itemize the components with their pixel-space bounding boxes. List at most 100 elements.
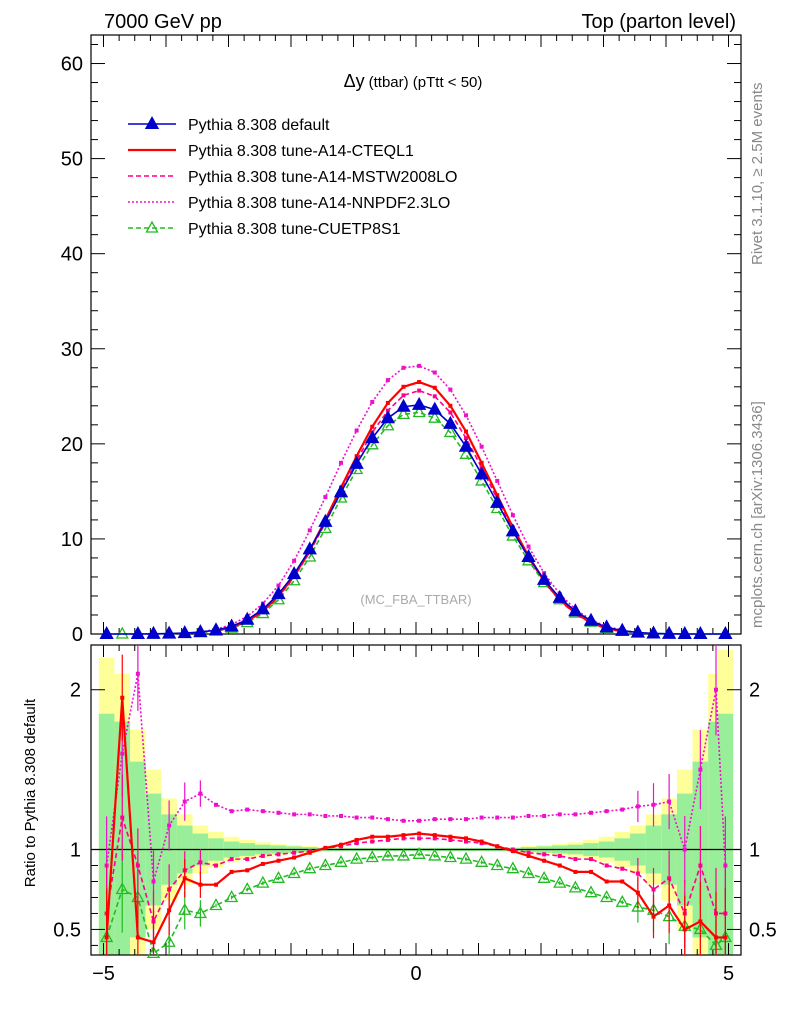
ratio-point-0-13 <box>307 850 312 855</box>
ratio-point-3-1 <box>115 882 129 895</box>
ratio-point-2-36 <box>667 799 672 804</box>
ratio-point-2-15 <box>339 813 343 818</box>
ratio-point-1-19 <box>401 836 406 841</box>
ratio-point-3-7 <box>209 898 223 911</box>
ratio-point-3-33 <box>615 894 629 907</box>
ratio-point-0-31 <box>589 869 593 874</box>
ratio-y-tick-label-right: 1 <box>749 840 760 862</box>
main-title: Δy (ttbar) (pTtt < 50) <box>344 71 483 91</box>
main-point-0-15 <box>349 455 364 469</box>
ratio-point-3-29 <box>553 875 567 888</box>
ratio-point-1-28 <box>542 852 547 857</box>
ratio-point-2-8 <box>229 809 234 814</box>
ratio-point-0-22 <box>448 834 453 839</box>
main-point-3-17 <box>464 413 468 418</box>
ratio-point-2-9 <box>245 807 250 812</box>
ratio-x-tick-label: 5 <box>723 963 734 985</box>
main-point-0-7 <box>224 618 239 632</box>
ratio-point-2-22 <box>448 817 453 822</box>
main-point-0-13 <box>318 513 333 527</box>
main-point-0-17 <box>380 410 396 424</box>
ratio-point-2-39 <box>714 687 718 692</box>
ratio-point-3-18 <box>381 848 395 861</box>
legend-label-3: Pythia 8.308 tune-A14-NNPDF2.3LO <box>188 195 450 212</box>
ratio-x-tick-label: −5 <box>92 963 115 985</box>
ratio-x-tick-label: 0 <box>410 963 421 985</box>
ratio-point-0-33 <box>620 879 625 884</box>
ratio-point-3-32 <box>600 890 614 903</box>
ratio-point-2-16 <box>354 815 359 820</box>
legend-label-1: Pythia 8.308 tune-A14-CTEQL1 <box>188 143 414 160</box>
main-point-0-35 <box>661 625 677 639</box>
ratio-point-3-27 <box>521 866 536 879</box>
ratio-point-1-9 <box>245 857 250 862</box>
ratio-point-3-11 <box>271 870 286 883</box>
ratio-point-2-30 <box>573 812 578 817</box>
main-point-1-16 <box>464 429 468 434</box>
main-point-2-13 <box>417 388 422 393</box>
ratio-point-3-30 <box>568 880 582 893</box>
main-series-line-3 <box>200 365 638 634</box>
main-point-2-16 <box>464 436 468 441</box>
ratio-point-1-11 <box>276 852 281 857</box>
main-point-0-8 <box>240 611 255 625</box>
ratio-point-3-22 <box>443 850 457 863</box>
ratio-point-2-10 <box>260 809 265 814</box>
main-point-3-11 <box>370 400 375 405</box>
ratio-point-0-9 <box>245 868 250 873</box>
ratio-point-1-30 <box>573 857 578 862</box>
ratio-y-tick-label-left: 0.5 <box>53 919 81 941</box>
ratio-point-2-6 <box>198 791 203 796</box>
main-point-0-25 <box>505 523 521 537</box>
ratio-point-2-5 <box>182 799 187 804</box>
ratio-point-0-23 <box>464 836 468 841</box>
main-point-3-13 <box>401 365 406 370</box>
main-y-tick-label: 20 <box>61 434 83 456</box>
main-point-0-20 <box>427 401 442 415</box>
ratio-point-2-18 <box>385 817 390 822</box>
ratio-y-tick-label-left: 2 <box>70 680 81 702</box>
ratio-point-2-1 <box>120 751 125 756</box>
ratio-point-0-26 <box>510 849 515 854</box>
main-point-1-17 <box>479 460 484 465</box>
main-point-3-21 <box>526 544 531 549</box>
main-title-subscript: (ttbar) (pTtt < 50) <box>369 74 483 91</box>
ratio-point-0-5 <box>182 876 187 881</box>
ratio-point-0-6 <box>198 882 203 887</box>
ratio-y-tick-label-right: 0.5 <box>749 919 777 941</box>
ratio-point-2-31 <box>589 810 593 815</box>
ratio-point-0-8 <box>229 869 234 874</box>
main-point-3-7 <box>307 528 312 533</box>
main-point-0-28 <box>552 589 567 603</box>
header-right: Top (parton level) <box>581 11 736 33</box>
ratio-point-2-38 <box>698 767 703 772</box>
ratio-point-0-14 <box>323 845 328 850</box>
ratio-point-0-18 <box>385 834 390 839</box>
ratio-point-3-15 <box>334 854 348 867</box>
main-point-0-38 <box>718 626 733 640</box>
ratio-y-tick-label-right: 2 <box>749 680 760 702</box>
ratio-point-0-11 <box>276 858 281 863</box>
ratio-point-0-0 <box>104 935 109 940</box>
main-point-0-5 <box>193 624 208 638</box>
main-point-3-16 <box>448 387 453 392</box>
main-point-3-18 <box>479 444 484 449</box>
main-point-1-14 <box>432 385 437 390</box>
ratio-point-2-27 <box>526 813 531 818</box>
ratio-point-2-28 <box>542 813 547 818</box>
main-point-4-23 <box>459 446 473 459</box>
mcplots-label: mcplots.cern.ch [arXiv:1306.3436] <box>749 401 766 628</box>
main-point-0-19 <box>411 396 427 410</box>
main-y-tick-label: 50 <box>61 149 83 171</box>
ratio-point-0-38 <box>698 919 703 924</box>
main-point-0-23 <box>474 466 489 480</box>
ratio-point-3-19 <box>396 848 411 861</box>
main-y-tick-label: 30 <box>61 339 83 361</box>
ratio-point-2-37 <box>682 847 687 852</box>
ratio-point-2-29 <box>557 812 562 817</box>
ratio-point-1-27 <box>526 850 531 855</box>
ratio-point-1-21 <box>432 836 437 841</box>
ratio-point-2-24 <box>479 815 484 820</box>
ratio-point-1-35 <box>651 887 656 892</box>
